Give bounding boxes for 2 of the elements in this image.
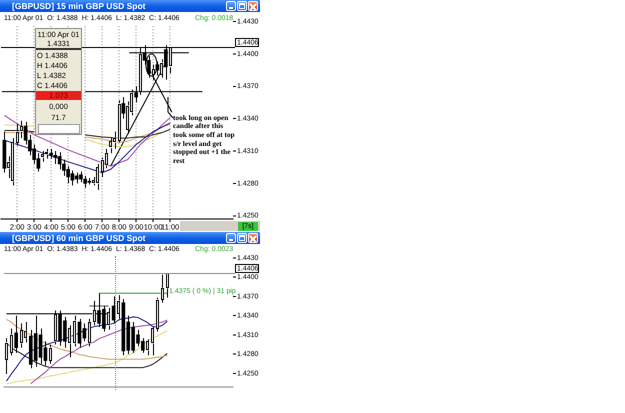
chart-title: [GBPUSD] 15 min GBP USD Spot xyxy=(12,0,146,12)
chart-title: [GBPUSD] 60 min GBP USD Spot xyxy=(12,232,146,244)
